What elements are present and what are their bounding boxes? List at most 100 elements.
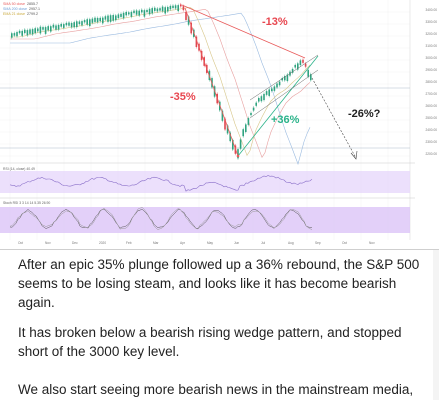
candle <box>57 24 60 30</box>
candle <box>65 22 68 26</box>
candle <box>276 83 278 88</box>
candle <box>91 18 94 23</box>
candle <box>39 26 42 34</box>
legend-sma200: SMA 200 close 2957.1 <box>3 7 40 12</box>
candle <box>11 33 13 38</box>
candle <box>76 21 78 28</box>
candle <box>310 74 312 81</box>
candle <box>258 98 260 102</box>
candle <box>96 17 99 23</box>
candle <box>94 17 96 22</box>
trendline-drop-top <box>181 4 306 59</box>
date-tick: Jun <box>234 241 240 245</box>
sma-line <box>10 8 311 158</box>
candle <box>26 30 29 36</box>
candle <box>174 5 177 9</box>
candle <box>141 9 143 13</box>
trendline-rebound <box>237 55 319 157</box>
candle <box>281 78 283 81</box>
candle <box>78 21 81 25</box>
candle <box>294 64 296 68</box>
article-paragraph: We also start seeing more bearish news i… <box>18 382 414 397</box>
candle <box>18 30 21 34</box>
date-tick: May <box>207 241 214 245</box>
candle <box>86 19 88 25</box>
rsi-band <box>0 171 410 193</box>
candle <box>177 5 179 12</box>
candle <box>50 26 52 32</box>
ema-line <box>10 6 311 156</box>
price-tick: 3100.00 <box>425 44 437 48</box>
candle <box>242 129 244 137</box>
candle <box>29 29 31 34</box>
candle <box>24 29 26 34</box>
rsi-line <box>9 175 313 192</box>
annotation-projection: -26%? <box>348 108 381 120</box>
price-tick: 2700.00 <box>425 92 437 96</box>
candle <box>63 24 65 28</box>
candle <box>278 81 281 86</box>
candle <box>187 16 190 25</box>
date-tick: Nov <box>45 241 51 245</box>
sma-line <box>10 12 311 165</box>
candle <box>81 21 83 26</box>
candle <box>291 68 294 73</box>
candle <box>146 9 148 13</box>
date-tick: Feb <box>126 241 132 245</box>
candle <box>89 19 91 27</box>
candle <box>260 96 263 102</box>
candle <box>237 149 239 159</box>
candle <box>185 11 187 20</box>
candle <box>47 26 49 31</box>
candle <box>70 22 73 28</box>
candle <box>167 6 169 12</box>
scrollbar-track[interactable] <box>433 250 439 400</box>
date-tick: 2020 <box>99 241 107 245</box>
candle <box>239 139 242 149</box>
candle <box>31 29 34 35</box>
price-tick: 3000.00 <box>425 56 437 60</box>
price-axis: 3400.00 3300.00 3200.00 3100.00 3000.00 2900.… <box>410 0 438 165</box>
candle <box>99 17 101 22</box>
candle <box>271 88 273 91</box>
candle <box>307 70 309 77</box>
candle <box>302 59 304 63</box>
candle <box>161 6 164 12</box>
candle <box>299 60 302 66</box>
candle <box>265 91 268 95</box>
candle <box>169 5 172 10</box>
article-paragraph: After an epic 35% plunge followed up a 3… <box>18 257 420 310</box>
candle <box>232 139 234 150</box>
candle <box>190 22 192 34</box>
candle <box>226 125 229 134</box>
annotation-rebound: +36% <box>271 114 300 126</box>
price-tick: 2200.00 <box>425 152 437 156</box>
candle <box>128 12 130 15</box>
chart-panel[interactable]: SMA 50 close 2855.7 SMA 200 close 2957.1 E… <box>0 0 439 250</box>
legend-sma50: SMA 50 close 2855.7 <box>3 2 38 6</box>
projection-arrowhead <box>350 150 358 160</box>
candle <box>115 15 117 21</box>
price-chart-canvas[interactable] <box>0 0 439 249</box>
date-tick: Oct <box>18 241 23 245</box>
candle <box>263 93 265 101</box>
candle <box>195 36 198 47</box>
candle <box>268 89 270 96</box>
price-tick: 2500.00 <box>425 116 437 120</box>
indicator-legend: SMA 50 close 2855.7 SMA 200 close 2957.1 E… <box>3 2 40 18</box>
time-axis: Oct Nov Dec 2020 Feb Mar Apr May Jun Jul Aug Sep Oct… <box>0 241 415 247</box>
date-tick: Oct <box>342 241 347 245</box>
candle <box>143 10 146 17</box>
legend-ema21: EMA 21 close 2799.2 <box>3 12 38 17</box>
date-tick: Nov <box>369 241 375 245</box>
price-tick: 2800.00 <box>425 80 437 84</box>
stoch-k-line <box>9 208 313 230</box>
projection-arrow <box>311 77 357 159</box>
candle <box>130 11 133 17</box>
wedge-upper <box>249 54 319 101</box>
candle <box>13 33 16 36</box>
annotation-drop-top: -13% <box>262 16 288 28</box>
candle <box>104 16 107 20</box>
price-tick: 2600.00 <box>425 104 437 108</box>
candle <box>120 13 122 17</box>
